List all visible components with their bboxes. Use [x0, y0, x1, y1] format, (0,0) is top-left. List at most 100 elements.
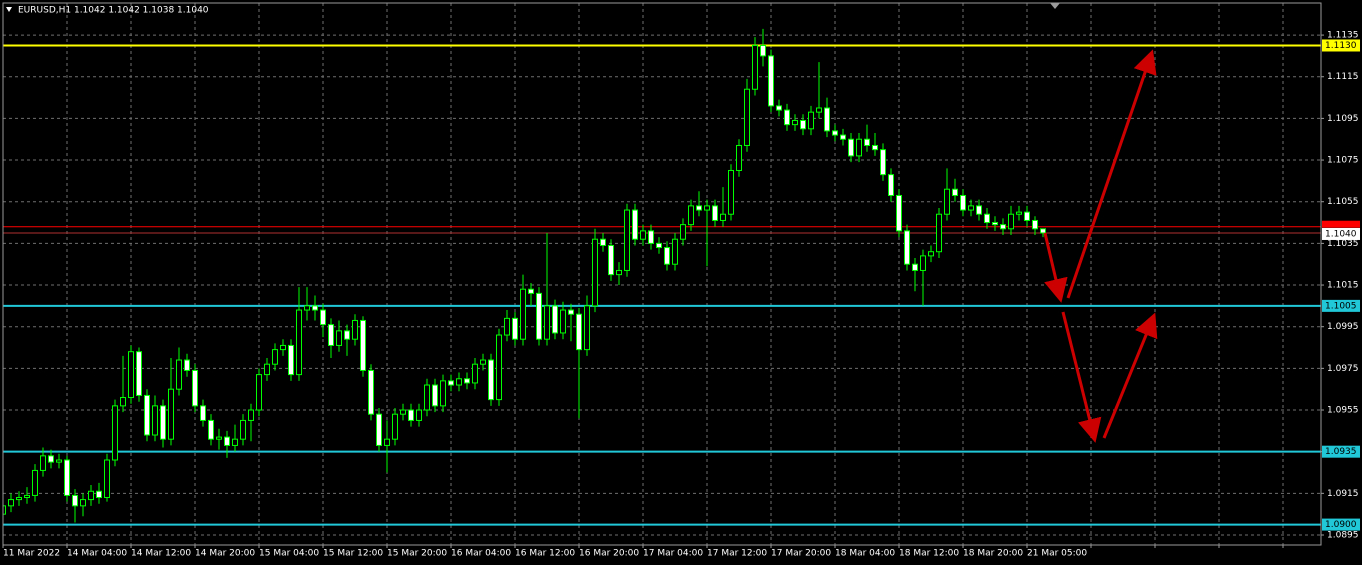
x-tick-label: 18 Mar 04:00 [835, 549, 895, 559]
candle-body [352, 319, 358, 340]
y-tick-label: 1.0955 [1327, 406, 1359, 416]
candle-body [560, 309, 566, 334]
arrow [1061, 311, 1102, 443]
axes: 1.0895 1.0915 1.0935 1.0955 1.0975 1.0995 1.10… [2, 31, 1360, 559]
candle-body [176, 359, 182, 390]
y-tick-label: 1.0915 [1327, 489, 1359, 499]
y-tick-label: 1.1035 [1327, 239, 1359, 249]
level-label: 1.0900 [1325, 520, 1357, 530]
candle-body [976, 205, 982, 215]
candle-body [1040, 228, 1046, 234]
level-label: 1.0935 [1325, 447, 1357, 457]
candle-body [840, 134, 846, 140]
candle-body [712, 205, 718, 221]
candle-body [792, 119, 798, 126]
candle-body [224, 436, 230, 446]
candle-body [800, 119, 806, 130]
arrow [1043, 232, 1068, 303]
candle-body [536, 292, 542, 340]
candle-body [368, 369, 374, 415]
candle-body [808, 111, 814, 130]
candle-body [144, 394, 150, 436]
candle-body [272, 349, 278, 365]
candle-body [88, 490, 94, 501]
candle-body [1000, 224, 1006, 230]
level-label-box [1322, 445, 1360, 458]
candle-body [928, 251, 934, 257]
candle-body [848, 138, 854, 157]
candle-body [856, 138, 862, 157]
x-tick-label: 21 Mar 05:00 [1027, 549, 1087, 559]
candle-body [968, 205, 974, 211]
candle-body [152, 405, 158, 436]
candle-body [216, 436, 222, 440]
candle-body [528, 288, 534, 294]
candle-body [752, 44, 758, 90]
candle-body [160, 405, 166, 440]
candle-body [984, 213, 990, 224]
candle-body [704, 205, 710, 211]
candle-body [336, 330, 342, 346]
candle-body [944, 188, 950, 215]
candle-body [312, 305, 318, 311]
y-tick-label: 1.1095 [1327, 114, 1359, 124]
candle-body [600, 238, 606, 246]
candle-body [320, 309, 326, 326]
candle-body [168, 388, 174, 440]
candle-body [288, 344, 294, 376]
candle-body [24, 494, 30, 499]
candle-body [96, 490, 102, 499]
candle-body [432, 384, 438, 407]
candles [3, 28, 1046, 529]
candle-body [464, 378, 470, 384]
level-label-box [1322, 518, 1360, 531]
x-tick-label: 11 Mar 2022 [3, 549, 60, 559]
candle-body [696, 205, 702, 211]
candle-body [784, 109, 790, 126]
candle-body [3, 505, 6, 515]
candle-body [760, 44, 766, 57]
plot-frame [2, 2, 1322, 546]
x-tick-label: 14 Mar 12:00 [131, 549, 191, 559]
candle-body [728, 169, 734, 215]
candle-body [816, 107, 822, 113]
candle-body [936, 213, 942, 253]
candle-body [1024, 211, 1030, 221]
candle-body [408, 409, 414, 421]
candle-body [64, 459, 70, 496]
candle-body [328, 324, 334, 346]
candle-body [384, 438, 390, 446]
candle-body [192, 369, 198, 407]
candle-body [624, 209, 630, 271]
candle-body [232, 438, 238, 446]
candle-body [640, 230, 646, 240]
y-tick-label: 1.1015 [1327, 281, 1359, 291]
candle-body [344, 330, 350, 340]
levels [3, 44, 1321, 526]
candle-body [32, 469, 38, 496]
grid [3, 3, 1321, 545]
menu-triangle [6, 7, 12, 12]
candle-body [128, 351, 134, 399]
y-tick-label: 1.1115 [1327, 72, 1359, 82]
candle-body [304, 305, 310, 311]
level-label-box [1322, 39, 1360, 52]
level-label: 1.1130 [1325, 41, 1357, 51]
candle-body [744, 88, 750, 146]
candle-body [1032, 219, 1038, 230]
candle-body [120, 397, 126, 407]
candle-body [592, 238, 598, 307]
candle-body [296, 309, 302, 376]
candle-body [392, 413, 398, 440]
level-label-box [1322, 299, 1360, 312]
candle-body [8, 499, 14, 507]
candle-body [264, 363, 270, 376]
candle-body [832, 130, 838, 136]
candle-body [488, 359, 494, 401]
candle-body [448, 380, 454, 386]
candle-body [104, 459, 110, 499]
candle-body [1016, 211, 1022, 215]
x-tick-label: 15 Mar 12:00 [323, 549, 383, 559]
